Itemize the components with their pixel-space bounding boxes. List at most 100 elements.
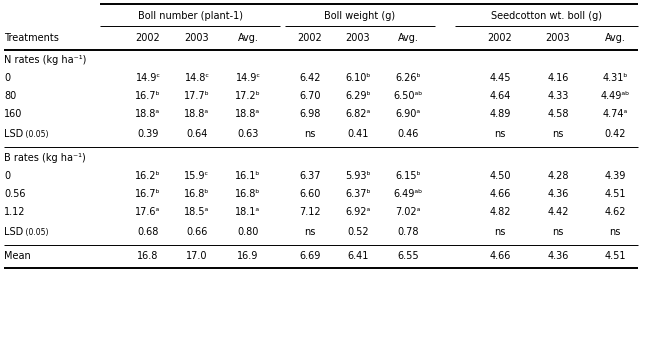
- Text: 4.36: 4.36: [548, 251, 569, 261]
- Text: 4.45: 4.45: [490, 73, 511, 83]
- Text: 6.26ᵇ: 6.26ᵇ: [395, 73, 421, 83]
- Text: 5.93ᵇ: 5.93ᵇ: [345, 171, 371, 181]
- Text: 0.39: 0.39: [137, 129, 159, 139]
- Text: 2003: 2003: [546, 33, 570, 43]
- Text: 4.62: 4.62: [604, 207, 626, 217]
- Text: ns: ns: [552, 129, 564, 139]
- Text: 0: 0: [4, 73, 10, 83]
- Text: 0.64: 0.64: [186, 129, 208, 139]
- Text: 2002: 2002: [488, 33, 512, 43]
- Text: LSD: LSD: [4, 129, 26, 139]
- Text: Mean: Mean: [4, 251, 31, 261]
- Text: 4.50: 4.50: [490, 171, 511, 181]
- Text: 17.2ᵇ: 17.2ᵇ: [235, 91, 261, 101]
- Text: 2003: 2003: [184, 33, 210, 43]
- Text: 6.41: 6.41: [347, 251, 369, 261]
- Text: 4.58: 4.58: [547, 109, 569, 119]
- Text: 16.1ᵇ: 16.1ᵇ: [235, 171, 261, 181]
- Text: Avg.: Avg.: [397, 33, 419, 43]
- Text: 0.63: 0.63: [237, 129, 259, 139]
- Text: 6.69: 6.69: [299, 251, 321, 261]
- Text: Boll weight (g): Boll weight (g): [324, 11, 395, 21]
- Text: 4.28: 4.28: [547, 171, 569, 181]
- Text: 6.29ᵇ: 6.29ᵇ: [345, 91, 371, 101]
- Text: 160: 160: [4, 109, 23, 119]
- Text: 18.8ᵃ: 18.8ᵃ: [184, 109, 210, 119]
- Text: 16.9: 16.9: [237, 251, 259, 261]
- Text: 18.8ᵃ: 18.8ᵃ: [135, 109, 161, 119]
- Text: 4.66: 4.66: [490, 189, 511, 199]
- Text: 6.49ᵃᵇ: 6.49ᵃᵇ: [393, 189, 422, 199]
- Text: 0.78: 0.78: [397, 227, 419, 237]
- Text: 16.8ᵇ: 16.8ᵇ: [235, 189, 261, 199]
- Text: 4.51: 4.51: [604, 189, 626, 199]
- Text: 16.8: 16.8: [137, 251, 159, 261]
- Text: ns: ns: [304, 227, 315, 237]
- Text: ns: ns: [610, 227, 620, 237]
- Text: 6.42: 6.42: [299, 73, 321, 83]
- Text: 0.52: 0.52: [347, 227, 369, 237]
- Text: ns: ns: [304, 129, 315, 139]
- Text: (0.05): (0.05): [24, 130, 48, 139]
- Text: 18.8ᵃ: 18.8ᵃ: [235, 109, 261, 119]
- Text: 6.92ᵃ: 6.92ᵃ: [345, 207, 371, 217]
- Text: 4.42: 4.42: [547, 207, 569, 217]
- Text: N rates (kg ha⁻¹): N rates (kg ha⁻¹): [4, 55, 86, 65]
- Text: 0.41: 0.41: [347, 129, 369, 139]
- Text: 7.12: 7.12: [299, 207, 321, 217]
- Text: Avg.: Avg.: [237, 33, 259, 43]
- Text: 6.82ᵃ: 6.82ᵃ: [345, 109, 371, 119]
- Text: 2003: 2003: [346, 33, 370, 43]
- Text: 0.68: 0.68: [137, 227, 159, 237]
- Text: 14.8ᶜ: 14.8ᶜ: [184, 73, 210, 83]
- Text: ns: ns: [494, 129, 506, 139]
- Text: Treatments: Treatments: [4, 33, 59, 43]
- Text: 1.12: 1.12: [4, 207, 26, 217]
- Text: 16.7ᵇ: 16.7ᵇ: [135, 91, 161, 101]
- Text: 18.1ᵃ: 18.1ᵃ: [235, 207, 261, 217]
- Text: 0.80: 0.80: [237, 227, 259, 237]
- Text: 4.82: 4.82: [490, 207, 511, 217]
- Text: 0: 0: [4, 171, 10, 181]
- Text: 4.74ᵃ: 4.74ᵃ: [602, 109, 628, 119]
- Text: Boll number (plant-1): Boll number (plant-1): [137, 11, 243, 21]
- Text: 4.39: 4.39: [604, 171, 626, 181]
- Text: 80: 80: [4, 91, 16, 101]
- Text: 6.50ᵃᵇ: 6.50ᵃᵇ: [393, 91, 422, 101]
- Text: 16.8ᵇ: 16.8ᵇ: [184, 189, 210, 199]
- Text: 0.66: 0.66: [186, 227, 208, 237]
- Text: 6.60: 6.60: [299, 189, 321, 199]
- Text: 2002: 2002: [135, 33, 161, 43]
- Text: 2002: 2002: [297, 33, 322, 43]
- Text: 14.9ᶜ: 14.9ᶜ: [235, 73, 261, 83]
- Text: 6.55: 6.55: [397, 251, 419, 261]
- Text: Avg.: Avg.: [604, 33, 626, 43]
- Text: Seedcotton wt. boll (g): Seedcotton wt. boll (g): [491, 11, 602, 21]
- Text: 7.02ᵃ: 7.02ᵃ: [395, 207, 421, 217]
- Text: 0.46: 0.46: [397, 129, 419, 139]
- Text: (0.05): (0.05): [24, 227, 48, 237]
- Text: 4.33: 4.33: [548, 91, 569, 101]
- Text: 6.90ᵃ: 6.90ᵃ: [395, 109, 421, 119]
- Text: ns: ns: [494, 227, 506, 237]
- Text: 16.7ᵇ: 16.7ᵇ: [135, 189, 161, 199]
- Text: 6.15ᵇ: 6.15ᵇ: [395, 171, 421, 181]
- Text: 4.16: 4.16: [548, 73, 569, 83]
- Text: 18.5ᵃ: 18.5ᵃ: [184, 207, 210, 217]
- Text: 0.42: 0.42: [604, 129, 626, 139]
- Text: 17.6ᵃ: 17.6ᵃ: [135, 207, 161, 217]
- Text: 6.70: 6.70: [299, 91, 321, 101]
- Text: 16.2ᵇ: 16.2ᵇ: [135, 171, 161, 181]
- Text: 4.64: 4.64: [490, 91, 511, 101]
- Text: 4.36: 4.36: [548, 189, 569, 199]
- Text: 14.9ᶜ: 14.9ᶜ: [135, 73, 161, 83]
- Text: 6.10ᵇ: 6.10ᵇ: [345, 73, 371, 83]
- Text: 6.37: 6.37: [299, 171, 321, 181]
- Text: 4.31ᵇ: 4.31ᵇ: [602, 73, 628, 83]
- Text: 4.89: 4.89: [490, 109, 511, 119]
- Text: 17.7ᵇ: 17.7ᵇ: [184, 91, 210, 101]
- Text: 4.66: 4.66: [490, 251, 511, 261]
- Text: 0.56: 0.56: [4, 189, 26, 199]
- Text: B rates (kg ha⁻¹): B rates (kg ha⁻¹): [4, 153, 86, 163]
- Text: 17.0: 17.0: [186, 251, 208, 261]
